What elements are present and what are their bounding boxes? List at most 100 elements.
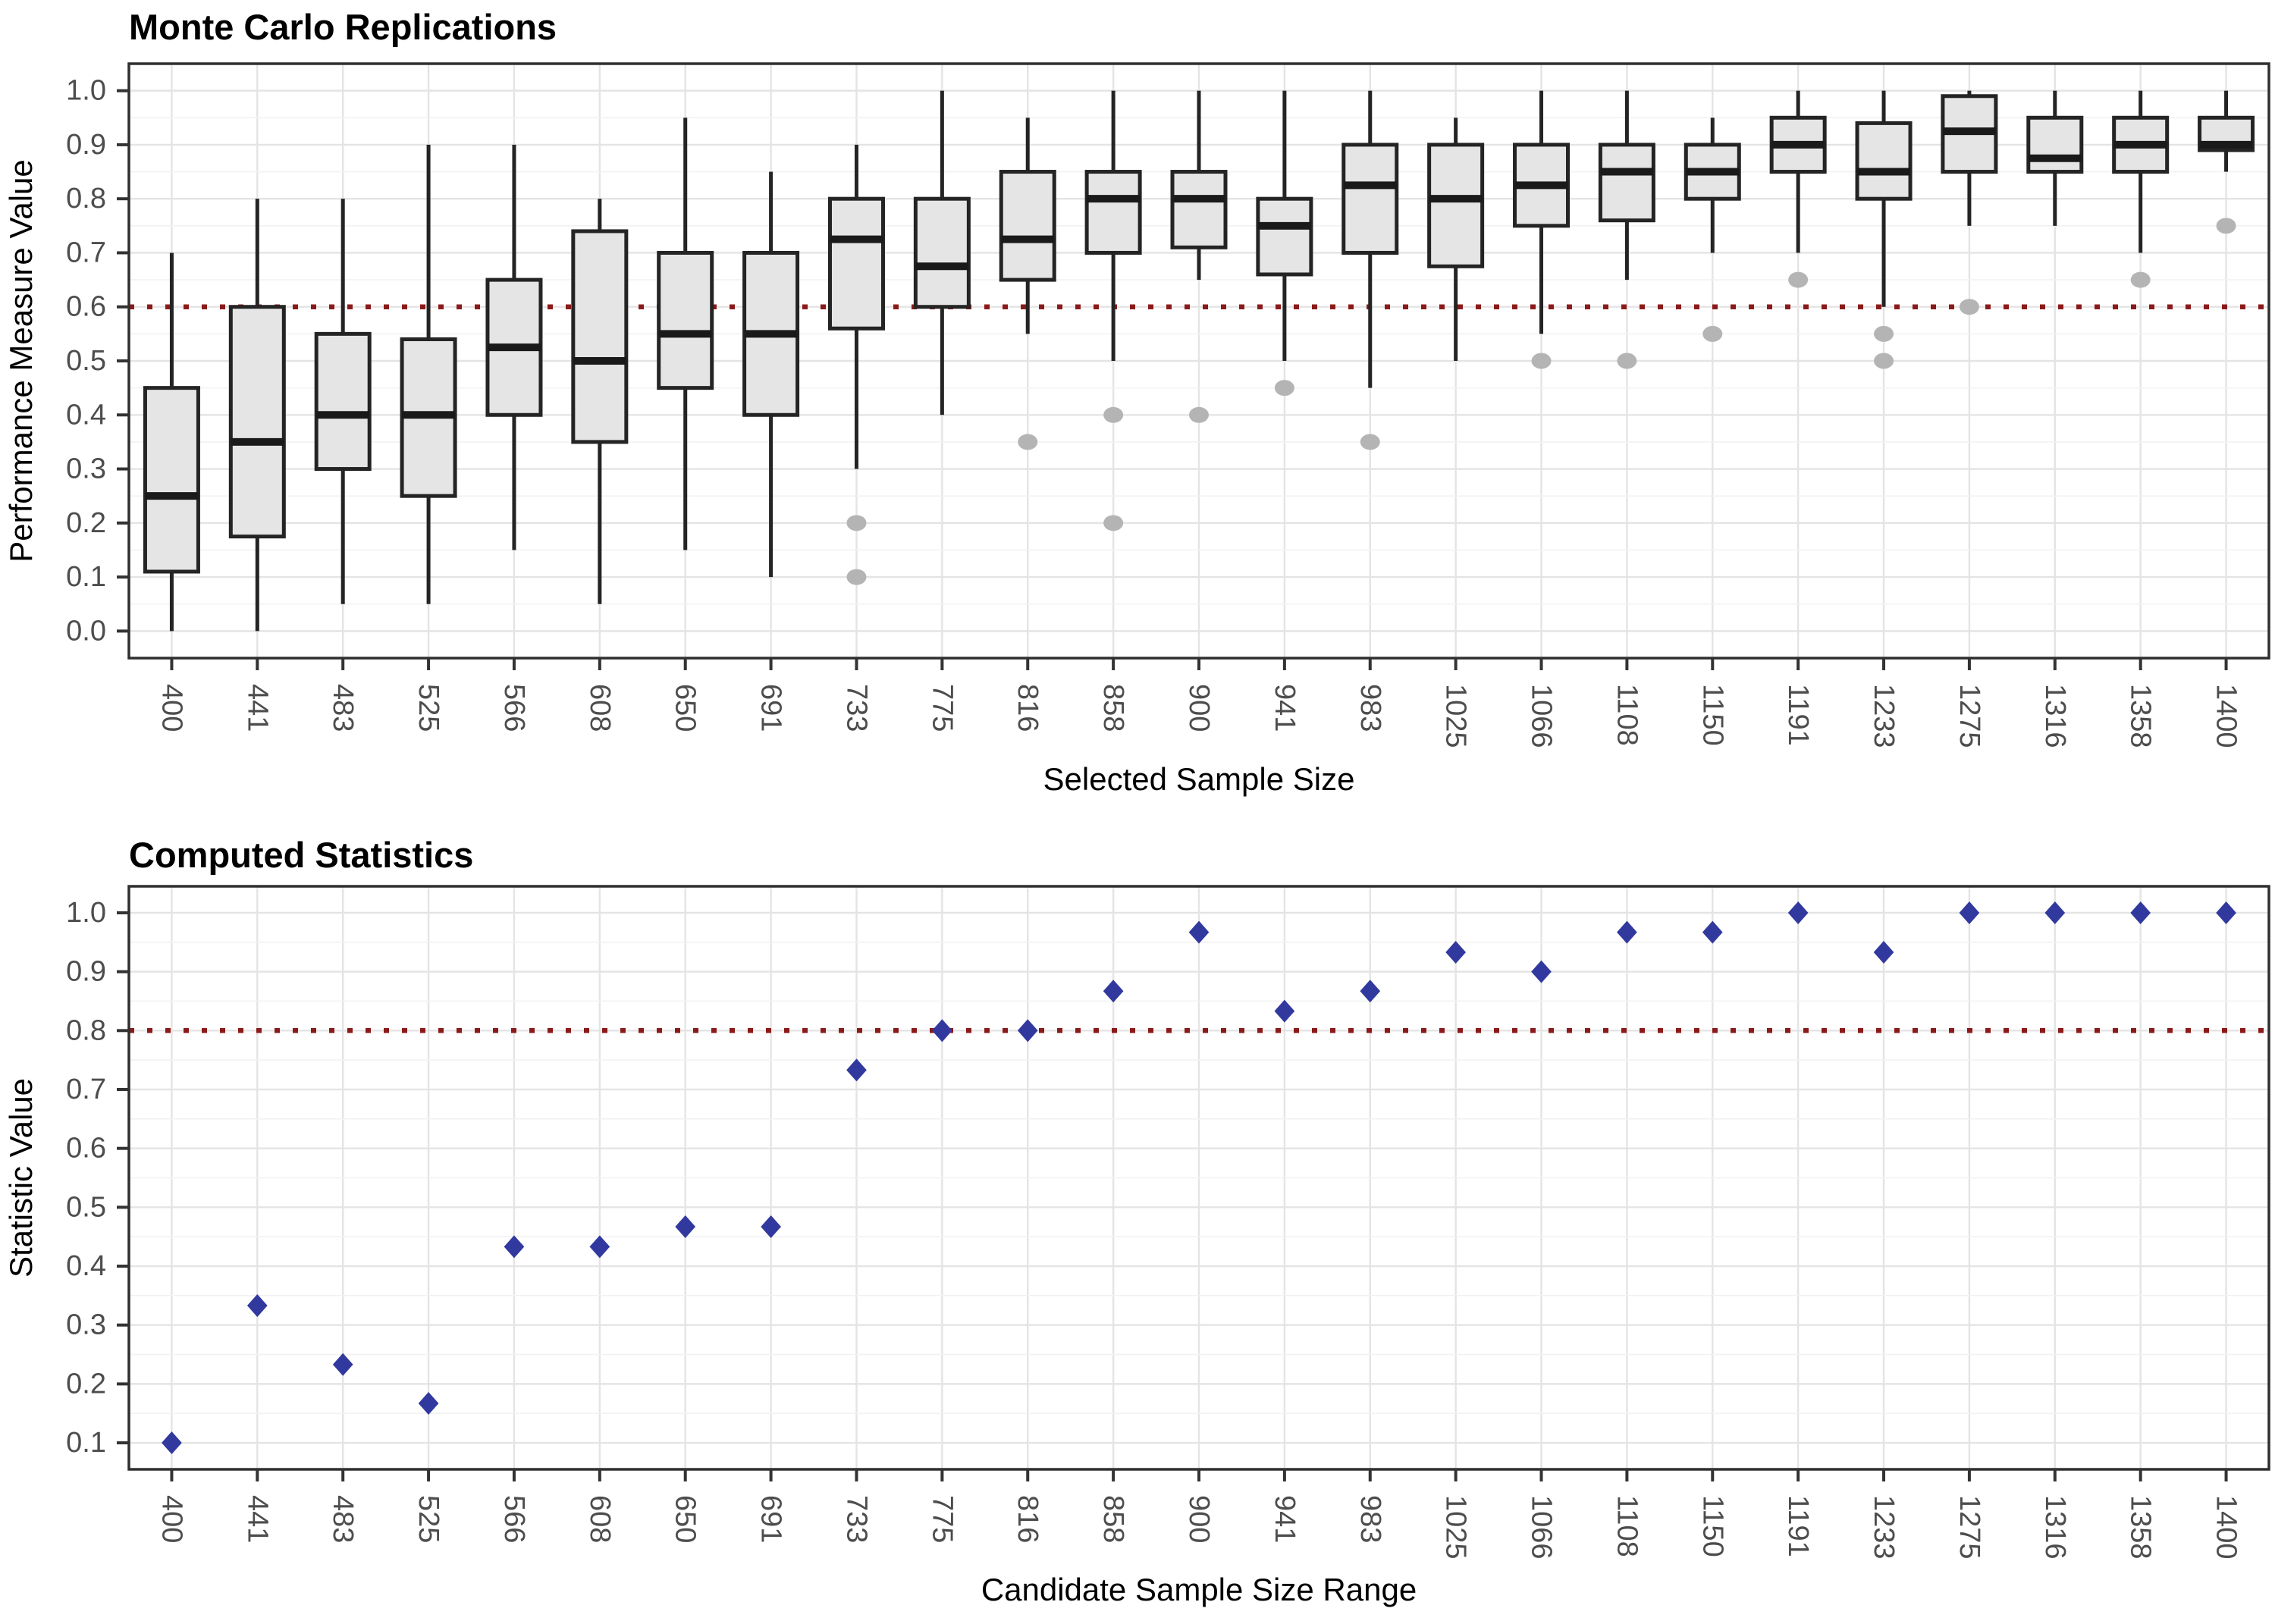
x-tick-label: 483 xyxy=(327,684,359,732)
y-axis-title: Statistic Value xyxy=(3,1078,39,1278)
x-tick-label: 1108 xyxy=(1611,1495,1643,1557)
boxplot-775 xyxy=(913,90,971,415)
x-tick-label: 1025 xyxy=(1440,1495,1472,1560)
outlier-point xyxy=(1103,406,1124,423)
diamond-point xyxy=(246,1294,268,1318)
x-tick-label: 400 xyxy=(155,684,187,732)
outlier-point xyxy=(1103,515,1124,531)
y-tick-label: 0.8 xyxy=(66,183,106,215)
x-tick-label: 941 xyxy=(1269,684,1301,732)
x-tick-label: 525 xyxy=(413,684,444,732)
x-tick-label: 1191 xyxy=(1782,1495,1814,1557)
y-tick-label: 0.8 xyxy=(66,1014,106,1046)
x-tick-label: 983 xyxy=(1354,684,1386,732)
boxplot-1233 xyxy=(1855,90,1913,369)
outlier-point xyxy=(2216,218,2236,234)
x-tick-label: 941 xyxy=(1269,1495,1301,1543)
outlier-point xyxy=(2130,271,2151,288)
x-tick-label: 650 xyxy=(670,684,701,732)
outlier-point xyxy=(1874,325,1894,342)
diamond-point xyxy=(1531,960,1552,983)
box-iqr xyxy=(1855,121,1913,201)
y-tick-label: 0.6 xyxy=(66,291,106,323)
boxplot-483 xyxy=(314,199,372,604)
boxplot-566 xyxy=(485,144,543,550)
x-tick-label: 1066 xyxy=(1526,684,1558,748)
diamond-point xyxy=(761,1215,781,1238)
diamond-point xyxy=(675,1215,696,1238)
boxplot-1191 xyxy=(1769,90,1827,288)
box-iqr xyxy=(228,305,286,539)
y-tick-label: 0.0 xyxy=(66,615,106,647)
box-iqr xyxy=(314,331,372,472)
boxplot-1358 xyxy=(2112,90,2170,288)
x-tick-label: 1233 xyxy=(1868,684,1900,748)
x-tick-label: 775 xyxy=(926,1495,958,1543)
x-tick-label: 1108 xyxy=(1611,684,1643,746)
outlier-point xyxy=(1617,353,1637,369)
x-tick-label: 1358 xyxy=(2125,684,2157,748)
y-tick-label: 0.7 xyxy=(66,237,106,268)
outlier-point xyxy=(1788,271,1809,288)
diamond-point xyxy=(162,1431,182,1455)
y-tick-label: 0.9 xyxy=(66,129,106,161)
x-axis-title: Selected Sample Size xyxy=(1043,761,1355,797)
y-tick-label: 0.9 xyxy=(66,956,106,988)
x-tick-label: 733 xyxy=(840,684,872,732)
diamond-point xyxy=(1188,920,1210,944)
boxplot-441 xyxy=(228,199,286,632)
x-tick-label: 733 xyxy=(840,1495,872,1543)
diamond-point xyxy=(1787,901,1809,924)
page-title: Monte Carlo Replications xyxy=(129,7,557,47)
x-tick-label: 650 xyxy=(670,1495,701,1543)
x-tick-label: 983 xyxy=(1354,1495,1386,1543)
box-iqr xyxy=(571,229,629,444)
x-tick-label: 1316 xyxy=(2039,1495,2071,1560)
x-tick-label: 1233 xyxy=(1868,1495,1900,1560)
boxplot-1150 xyxy=(1684,118,1741,342)
diamond-point xyxy=(846,1058,867,1082)
y-tick-label: 0.3 xyxy=(66,1309,106,1341)
x-tick-label: 858 xyxy=(1097,1495,1129,1543)
boxplot-691 xyxy=(742,171,800,578)
x-tick-label: 608 xyxy=(584,684,616,732)
boxplot-chart: 0.0 0.1 0.2 0.3 0.4 0.5 0.6 0.7 0.8 0.9 1.0 400 441 4… xyxy=(3,62,2270,797)
x-tick-label: 900 xyxy=(1183,684,1215,732)
x-tick-label: 858 xyxy=(1097,684,1129,732)
x-tick-label: 525 xyxy=(413,1495,444,1543)
y-tick-label: 0.2 xyxy=(66,507,106,539)
y-tick-label: 1.0 xyxy=(66,897,106,929)
outlier-point xyxy=(1959,299,1979,315)
x-tick-label: 566 xyxy=(498,684,530,732)
box-iqr xyxy=(913,196,971,309)
boxplot-1025 xyxy=(1427,118,1485,361)
diamond-point xyxy=(1017,1019,1038,1042)
y-tick-label: 0.5 xyxy=(66,1191,106,1223)
x-tick-label: 816 xyxy=(1012,1495,1043,1543)
y-tick-label: 0.2 xyxy=(66,1368,106,1400)
diamond-point xyxy=(504,1235,525,1259)
box-iqr xyxy=(1427,143,1485,268)
diamond-point xyxy=(1445,940,1466,964)
box-iqr xyxy=(1170,170,1228,249)
diamond-point xyxy=(418,1391,439,1416)
x-tick-label: 400 xyxy=(155,1495,187,1543)
x-tick-label: 1191 xyxy=(1782,684,1814,746)
y-tick-label: 0.5 xyxy=(66,345,106,377)
diamond-point xyxy=(1274,999,1295,1023)
outlier-point xyxy=(1702,325,1723,342)
boxplot-1275 xyxy=(1941,90,1998,315)
x-tick-label: 1275 xyxy=(1953,1495,1985,1560)
box-iqr xyxy=(657,250,714,390)
x-tick-label: 1025 xyxy=(1440,684,1472,748)
y-tick-label: 0.3 xyxy=(66,453,106,485)
outlier-point xyxy=(1018,434,1038,450)
boxplot-1316 xyxy=(2026,90,2084,226)
boxplot-816 xyxy=(999,118,1056,450)
boxplot-900 xyxy=(1170,90,1228,423)
outlier-point xyxy=(1274,380,1294,397)
diamond-point xyxy=(1103,980,1124,1003)
boxplot-525 xyxy=(400,144,457,604)
x-tick-label: 1358 xyxy=(2125,1495,2157,1560)
